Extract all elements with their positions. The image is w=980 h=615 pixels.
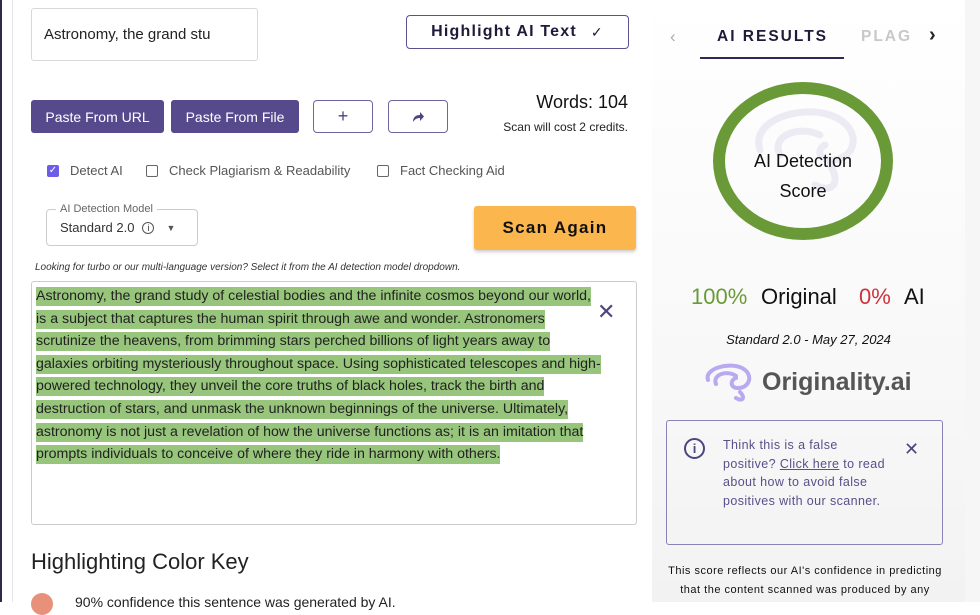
highlighted-line: destruction of stars, and unmask the unk… xyxy=(36,399,569,419)
false-positive-text: Think this is a false positive? Click he… xyxy=(723,438,885,509)
tab-plag[interactable]: PLAG xyxy=(861,28,913,45)
highlighted-line: powered technology, they unveil the core… xyxy=(36,377,545,397)
highlight-ai-text-button[interactable]: Highlight AI Text ✓ xyxy=(406,15,629,49)
plus-icon: + xyxy=(337,106,349,126)
color-key-item: 90% confidence this sentence was generat… xyxy=(75,594,396,610)
active-tab-indicator xyxy=(700,57,844,59)
highlight-label: Highlight AI Text xyxy=(431,23,577,40)
window-border xyxy=(0,0,2,602)
detect-ai-checkbox[interactable]: ✓ Detect AI xyxy=(47,163,123,178)
highlighted-line: galaxies orbiting mysteriously throughou… xyxy=(36,354,601,374)
info-icon: i xyxy=(684,438,705,459)
share-icon xyxy=(413,111,424,122)
chevron-left-icon[interactable]: ‹ xyxy=(670,27,676,46)
highlighted-line: Astronomy, the grand study of celestial … xyxy=(36,287,591,306)
highlighted-line: is a subject that captures the human spi… xyxy=(36,309,545,329)
scan-cost: Scan will cost 2 credits. xyxy=(503,120,628,134)
scan-again-button[interactable]: Scan Again xyxy=(474,206,636,250)
score-explanation: This score reflects our AI's confidence … xyxy=(668,565,942,596)
add-button[interactable]: + xyxy=(313,100,373,133)
original-percent: 100% xyxy=(691,284,748,309)
model-value[interactable]: Standard 2.0 i ▼ xyxy=(60,220,175,235)
ai-label: AI xyxy=(904,284,925,309)
click-here-link[interactable]: Click here xyxy=(779,456,840,471)
highlighted-line: astronomy is not just a revelation of ho… xyxy=(36,422,584,442)
paste-from-url-button[interactable]: Paste From URL xyxy=(31,100,164,133)
word-count: Words: 104 xyxy=(536,92,628,112)
plagiarism-checkbox[interactable]: Check Plagiarism & Readability xyxy=(146,163,350,178)
text-editor[interactable]: Astronomy, the grand study of celestial … xyxy=(31,281,637,525)
option-label: Fact Checking Aid xyxy=(400,163,505,178)
title-input[interactable]: Astronomy, the grand stu xyxy=(31,8,258,61)
chevron-down-icon: ▼ xyxy=(166,222,176,233)
color-swatch xyxy=(31,593,53,615)
divider xyxy=(12,0,13,602)
false-positive-notice xyxy=(666,420,943,545)
checkbox-checked-icon: ✓ xyxy=(47,164,59,177)
fact-check-checkbox[interactable]: Fact Checking Aid xyxy=(377,163,505,178)
clear-text-close-icon[interactable]: ✕ xyxy=(597,299,616,324)
check-icon: ✓ xyxy=(590,23,604,40)
brain-logo-icon xyxy=(705,363,752,402)
paste-from-file-button[interactable]: Paste From File xyxy=(171,100,299,133)
checkbox-icon xyxy=(377,164,389,177)
checkbox-icon xyxy=(146,164,158,177)
brain-icon xyxy=(755,108,857,192)
option-label: Detect AI xyxy=(70,163,123,178)
originality-logo: Originality.ai xyxy=(702,362,912,402)
info-icon[interactable]: i xyxy=(142,221,155,234)
ring-label: AI Detection Score xyxy=(753,151,853,201)
share-button[interactable] xyxy=(388,100,448,133)
color-key-title: Highlighting Color Key xyxy=(31,549,249,574)
model-hint: Looking for turbo or our multi-language … xyxy=(35,262,461,273)
model-selected: Standard 2.0 xyxy=(60,220,135,235)
ai-percent: 0% xyxy=(859,284,891,309)
highlighted-line: scrutinize the heavens, from brimming st… xyxy=(36,332,551,352)
model-label: AI Detection Model xyxy=(56,203,157,215)
highlighted-line: prompts individuals to conceive of where… xyxy=(36,445,501,465)
chevron-right-icon[interactable]: › xyxy=(929,24,936,46)
close-notice-icon[interactable]: ✕ xyxy=(904,439,920,459)
tab-ai-results[interactable]: AI RESULTS xyxy=(717,28,828,45)
original-label: Original xyxy=(761,284,837,309)
option-label: Check Plagiarism & Readability xyxy=(169,163,351,178)
scrollbar-track[interactable] xyxy=(965,0,980,602)
model-date: Standard 2.0 - May 27, 2024 xyxy=(726,332,891,347)
